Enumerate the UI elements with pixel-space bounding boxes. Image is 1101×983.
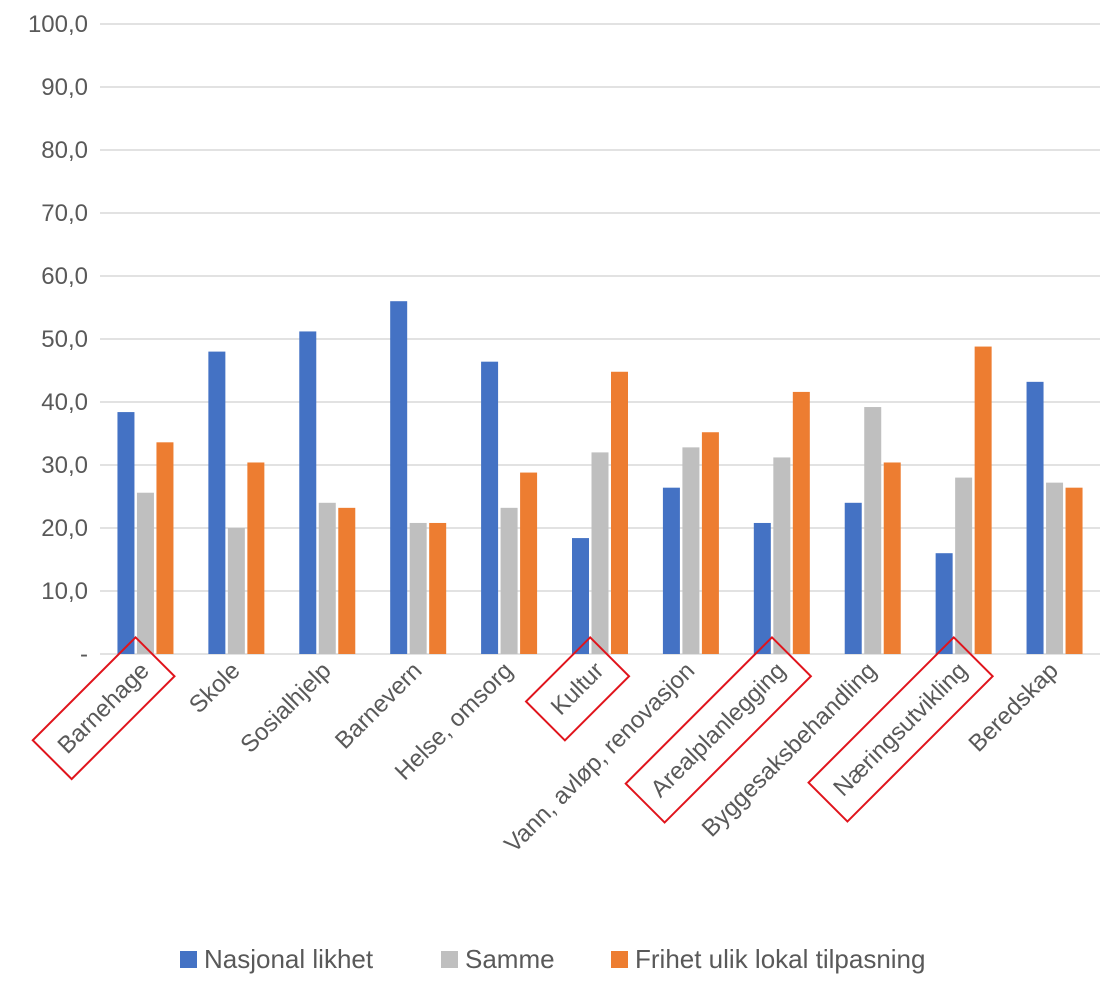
bar: [1046, 482, 1064, 654]
y-axis: - 10,0 20,0 30,0 40,0 50,0 60,0 70,0 80,0 90,0 100…: [28, 11, 88, 668]
bar: [247, 462, 265, 654]
y-tick-label: 20,0: [41, 515, 88, 542]
bar: [227, 528, 245, 654]
gridlines: [100, 23, 1100, 655]
bar: [299, 331, 317, 654]
highlight-box: [524, 635, 631, 742]
bar: [844, 502, 862, 654]
y-tick-label: 90,0: [41, 74, 88, 101]
bar: [701, 432, 719, 654]
highlight-box: [31, 635, 176, 781]
x-tick-label: Sosialhjelp: [235, 657, 336, 758]
legend-label: Frihet ulik lokal tilpasning: [635, 944, 925, 974]
bar: [792, 391, 810, 654]
x-tick-label: Skole: [184, 657, 246, 719]
y-tick-label: 10,0: [41, 578, 88, 605]
bar: [338, 507, 356, 654]
bar: [591, 452, 609, 654]
legend-label: Samme: [465, 944, 555, 974]
y-tick-label: 80,0: [41, 137, 88, 164]
bar: [662, 487, 680, 654]
x-tick-label: Barnehage: [53, 657, 155, 759]
y-tick-label: 70,0: [41, 200, 88, 227]
bar: [117, 412, 135, 654]
bar: [883, 462, 901, 654]
bar: [753, 522, 771, 654]
bar: [773, 457, 791, 654]
legend-swatch: [441, 951, 458, 968]
bar: [955, 477, 973, 654]
bar: [682, 447, 700, 654]
bar: [864, 407, 882, 654]
bar: [935, 553, 953, 654]
bar: [390, 301, 408, 654]
legend-swatch: [180, 951, 197, 968]
bar: [481, 361, 499, 654]
bars: [117, 301, 1083, 654]
bar: [611, 371, 628, 654]
legend: Nasjonal likhet Samme Frihet ulik lokal ti…: [180, 944, 925, 974]
bar: [156, 442, 174, 654]
bar: [429, 522, 447, 654]
bar: [520, 472, 538, 654]
x-tick-label: Beredskap: [964, 657, 1064, 757]
y-tick-label: 60,0: [41, 263, 88, 290]
y-tick-label: 30,0: [41, 452, 88, 479]
y-tick-label: -: [80, 641, 88, 668]
highlight-box: [624, 635, 813, 824]
bar: [1065, 487, 1083, 654]
bar: [572, 538, 589, 654]
x-tick-label: Barnevern: [330, 657, 427, 754]
bar: [208, 351, 226, 654]
x-tick-label: Vann, avløp, renovasjon: [499, 657, 700, 858]
bar: [409, 522, 427, 654]
bar: [136, 492, 154, 654]
highlight-box: [807, 635, 995, 823]
bar: [974, 346, 992, 654]
x-axis: Barnehage SkoleSosialhjelpBarnevernHelse,…: [31, 635, 1064, 858]
legend-swatch: [611, 951, 628, 968]
bar: [1026, 381, 1044, 654]
bar: [318, 502, 336, 654]
y-tick-label: 40,0: [41, 389, 88, 416]
legend-label: Nasjonal likhet: [204, 944, 374, 974]
y-tick-label: 100,0: [28, 11, 88, 38]
y-tick-label: 50,0: [41, 326, 88, 353]
bar: [500, 507, 518, 654]
x-tick-label: Kultur: [546, 657, 609, 720]
